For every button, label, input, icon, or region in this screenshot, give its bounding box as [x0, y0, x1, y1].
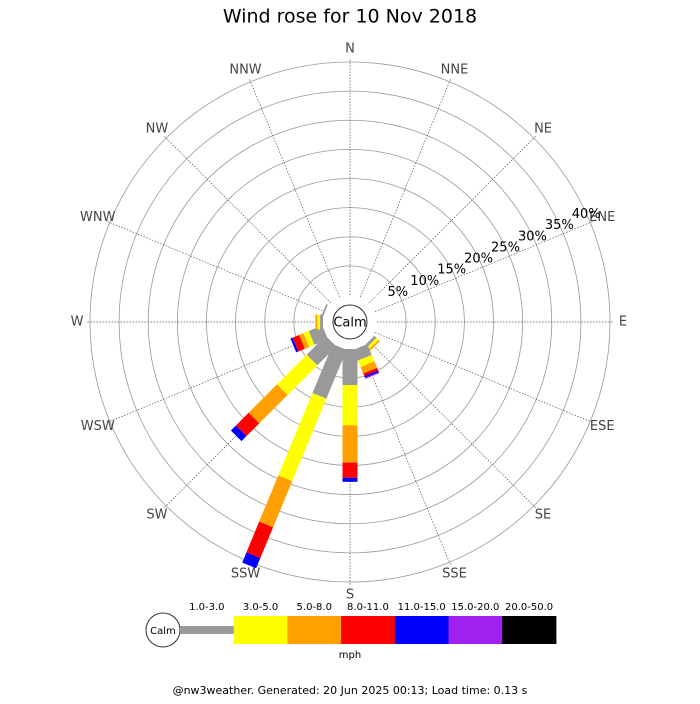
bar-segment [285, 396, 319, 478]
ring-label: 40% [572, 207, 601, 222]
bar-segment [249, 555, 253, 565]
legend-swatch [180, 626, 234, 634]
direction-label: SSE [442, 567, 467, 582]
footer: @nw3weather. Generated: 20 Jun 2025 00:1… [173, 684, 528, 697]
legend-label: 11.0-15.0 [398, 602, 446, 613]
bar-segment [365, 358, 368, 364]
legend-label: 15.0-20.0 [451, 602, 499, 613]
direction-label: NNW [229, 62, 261, 77]
bar-segment [236, 431, 241, 436]
direction-label: S [346, 588, 354, 603]
bar-segment [306, 338, 311, 340]
ring-label: 35% [545, 218, 574, 233]
bar-segment [312, 332, 325, 338]
bar-segment [282, 360, 312, 390]
direction-label: N [345, 42, 355, 57]
spoke [107, 221, 325, 311]
legend-label: 5.0-8.0 [297, 602, 332, 613]
legend-calm-label: Calm [150, 626, 176, 637]
legend-label: 8.0-11.0 [347, 602, 389, 613]
spoke [164, 136, 331, 303]
legend-swatch [449, 616, 503, 644]
legend-swatch [395, 616, 449, 644]
spoke [249, 79, 339, 297]
chart-title: Wind rose for 10 Nov 2018 [223, 6, 477, 28]
ring-label: 25% [491, 240, 520, 255]
bar-segment [266, 478, 285, 524]
spoke [375, 332, 593, 422]
spoke [360, 347, 450, 565]
direction-label: SSW [231, 567, 261, 582]
bar-segment [295, 342, 301, 345]
direction-label: WSW [81, 419, 115, 434]
bar-segment [323, 311, 325, 312]
legend-swatch [234, 616, 288, 644]
direction-label: NE [534, 121, 552, 136]
bar-segment [241, 418, 254, 431]
direction-label: NNE [441, 62, 469, 77]
ring-label: 5% [388, 285, 409, 300]
ring-label: 30% [518, 229, 547, 244]
direction-label: ESE [590, 419, 615, 434]
bar-segment [293, 345, 295, 346]
bar-segment [370, 371, 371, 374]
spoke [369, 341, 536, 508]
ring-label: 10% [410, 274, 439, 289]
legend-label: 3.0-5.0 [243, 602, 278, 613]
direction-label: NW [146, 121, 169, 136]
bar-segment [360, 347, 364, 358]
direction-label: SE [535, 508, 551, 523]
legend-swatch [502, 616, 556, 644]
bar-segment [371, 343, 373, 345]
legend-swatch [287, 616, 341, 644]
bar-segment [253, 525, 266, 556]
legend-label: 1.0-3.0 [189, 602, 224, 613]
bar-segment [254, 390, 282, 418]
bar-segment [367, 364, 370, 370]
ring-label: 20% [464, 252, 493, 267]
bar-segment [371, 373, 372, 375]
bar-segment [373, 345, 374, 346]
bar-segment [302, 340, 306, 342]
direction-label: W [71, 315, 84, 330]
direction-label: E [619, 315, 627, 330]
direction-label: SW [146, 508, 167, 523]
spoke [369, 136, 536, 303]
calm-label: Calm [333, 316, 366, 331]
unit-label: mph [339, 650, 361, 661]
ring-label: 15% [437, 263, 466, 278]
direction-label: WNW [80, 210, 116, 225]
bar-segment [369, 341, 371, 343]
legend-label: 20.0-50.0 [505, 602, 553, 613]
legend-swatch [341, 616, 395, 644]
